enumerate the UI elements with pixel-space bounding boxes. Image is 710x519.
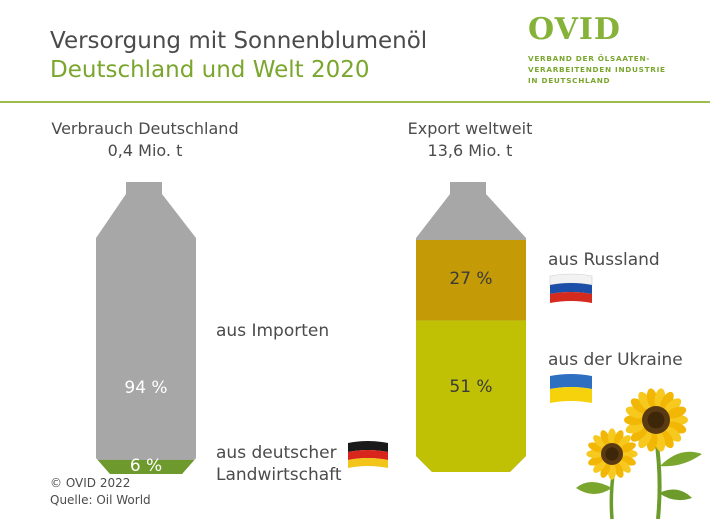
- bar-segment-imports: [96, 238, 196, 460]
- value-label-import: 94 %: [124, 377, 168, 398]
- sunflower-petal: [620, 442, 636, 453]
- bar-segment-russia: [416, 240, 526, 321]
- logo-subtitle-line-2: VERARBEITENDEN INDUSTRIE: [528, 65, 666, 74]
- sunflower-petal: [593, 459, 607, 473]
- sunflower-petal: [638, 391, 652, 410]
- bar-segment-germany: [96, 459, 196, 474]
- copyright-text: © OVID 2022: [50, 476, 131, 490]
- label-domestic: aus deutscher Landwirtschaft: [216, 442, 341, 486]
- logo-subtitle: VERBAND DER ÖLSAATEN- VERARBEITENDEN IND…: [528, 53, 698, 86]
- value-label-russia: 27 %: [449, 269, 493, 290]
- sunflower-petal: [593, 435, 607, 449]
- sunflower-petal: [667, 406, 687, 419]
- sunflower-petal: [613, 462, 624, 478]
- right-chart-heading: Export weltweit 13,6 Mio. t: [365, 118, 575, 162]
- label-domestic-line-1: aus deutscher: [216, 443, 337, 463]
- left-chart-title: Verbrauch Deutschland: [51, 119, 239, 138]
- right-chart-title: Export weltweit: [407, 119, 533, 138]
- chart-title: Versorgung mit Sonnenblumenöl: [50, 28, 428, 54]
- logo-subtitle-line-3: IN DEUTSCHLAND: [528, 76, 611, 85]
- label-domestic-line-2: Landwirtschaft: [216, 465, 342, 485]
- sunflower-petal: [664, 398, 682, 414]
- label-imports: aus Importen: [216, 321, 330, 341]
- bar-segment-ukraine: [416, 320, 526, 472]
- value-label-germany: 6 %: [129, 455, 163, 476]
- russia-flag-icon: [549, 273, 593, 303]
- germany-flag-icon: [348, 441, 388, 468]
- sunflower-petal: [660, 391, 674, 410]
- sunflower-petal: [617, 435, 631, 449]
- logo-subtitle-line-1: VERBAND DER ÖLSAATEN-: [528, 54, 650, 63]
- sunflower-petal: [588, 455, 604, 466]
- header-divider: [0, 101, 710, 103]
- ukraine-flag-icon: [550, 374, 592, 403]
- source-text: Quelle: Oil World: [50, 493, 151, 507]
- sunflower-petal: [630, 398, 648, 414]
- sunflower-petal: [660, 430, 674, 449]
- sunflower-petal: [630, 426, 648, 442]
- label-ukraine: aus der Ukraine: [548, 350, 683, 370]
- sunflower-center-inner: [605, 447, 619, 461]
- right-chart-total: 13,6 Mio. t: [427, 141, 513, 160]
- ovid-logo: OVID: [528, 12, 621, 47]
- sunflower-petal: [600, 430, 611, 446]
- chart-subtitle: Deutschland und Welt 2020: [50, 57, 370, 83]
- left-chart-heading: Verbrauch Deutschland 0,4 Mio. t: [40, 118, 250, 162]
- sunflower-large: [624, 388, 688, 452]
- sunflowers-illustration: [576, 388, 702, 519]
- left-bottle: [96, 182, 196, 474]
- sunflower-petal: [617, 459, 631, 473]
- label-russia: aus Russland: [548, 250, 660, 270]
- sunflower-small: [586, 428, 638, 480]
- value-label-ukraine: 51 %: [449, 377, 493, 398]
- sunflower-center-inner: [647, 411, 665, 429]
- sunflower-petal: [664, 426, 682, 442]
- sunflower-petal: [638, 430, 652, 449]
- right-bottle: [416, 182, 526, 472]
- left-chart-total: 0,4 Mio. t: [107, 141, 183, 160]
